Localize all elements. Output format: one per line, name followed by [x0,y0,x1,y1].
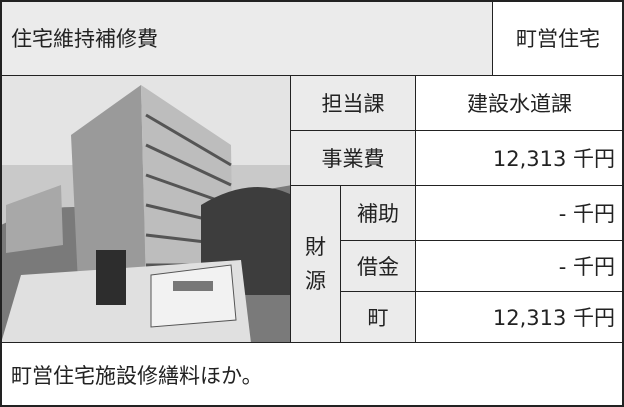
description: 町営住宅施設修繕料ほか。 [0,342,624,407]
funding-amount: - 千円 [415,240,624,292]
department-label: 担当課 [290,75,416,131]
funding-label: 財 源 [290,185,341,343]
funding-amount: - 千円 [415,185,624,241]
funding-source: 町 [340,291,416,343]
title: 住宅維持補修費 [0,0,493,76]
photo-illustration [1,76,290,342]
photo [0,75,291,343]
funding-source: 補助 [340,185,416,241]
category: 町営住宅 [492,0,624,76]
funding-label-char: 源 [305,269,326,293]
funding-source: 借金 [340,240,416,292]
funding-label-char: 財 [305,235,326,259]
cost: 12,313 千円 [415,130,624,186]
department: 建設水道課 [415,75,624,131]
cost-label: 事業費 [290,130,416,186]
funding-amount: 12,313 千円 [415,291,624,343]
